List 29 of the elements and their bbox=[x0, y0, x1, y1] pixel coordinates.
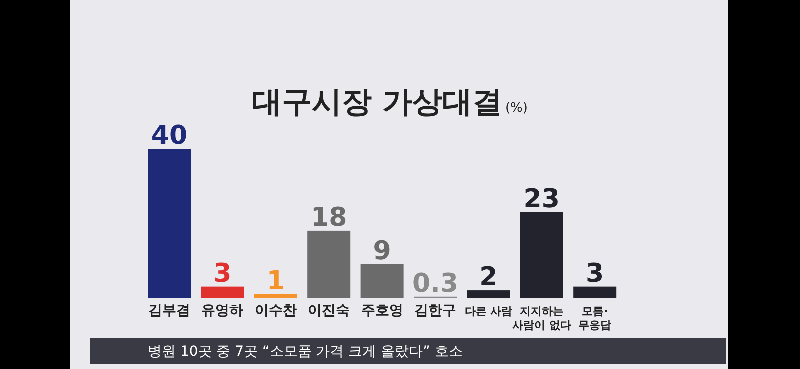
x-tick-label: 이수찬 bbox=[254, 303, 297, 319]
bar bbox=[360, 264, 404, 298]
x-tick-label: 지지하는 사람이 없다 bbox=[512, 305, 572, 332]
data-label: 23 bbox=[524, 184, 560, 214]
bar bbox=[201, 286, 244, 298]
bar bbox=[520, 212, 564, 298]
x-tick-label: 김한구 bbox=[414, 303, 456, 319]
bar bbox=[254, 294, 298, 298]
x-tick-label: 모름· 무응답 bbox=[578, 305, 612, 332]
data-label: 3 bbox=[214, 258, 232, 289]
data-label: 40 bbox=[151, 121, 188, 151]
bar bbox=[308, 230, 351, 298]
text: 병원 10곳 중 7곳 “소모품 가격 크게 올랐다” 호소 bbox=[148, 344, 463, 360]
data-label: 3 bbox=[586, 258, 604, 289]
bar bbox=[148, 149, 191, 298]
chart-title: 대구시장 가상대결 bbox=[252, 85, 502, 120]
bar bbox=[467, 290, 510, 298]
data-label: 9 bbox=[373, 236, 392, 266]
chart-subtitle: (%) bbox=[505, 101, 528, 116]
x-tick-label: 다른 사람 bbox=[464, 305, 513, 318]
data-label: 0.3 bbox=[412, 268, 459, 299]
x-tick-label: 이진숙 bbox=[308, 303, 350, 319]
data-label: 2 bbox=[480, 262, 498, 293]
data-label: 18 bbox=[311, 202, 348, 233]
data-label: 1 bbox=[266, 266, 285, 296]
x-tick-label: 주호영 bbox=[361, 303, 404, 319]
x-tick-label: 유영하 bbox=[202, 303, 244, 319]
x-tick-label: 김부겸 bbox=[148, 303, 190, 319]
bar bbox=[574, 286, 617, 298]
